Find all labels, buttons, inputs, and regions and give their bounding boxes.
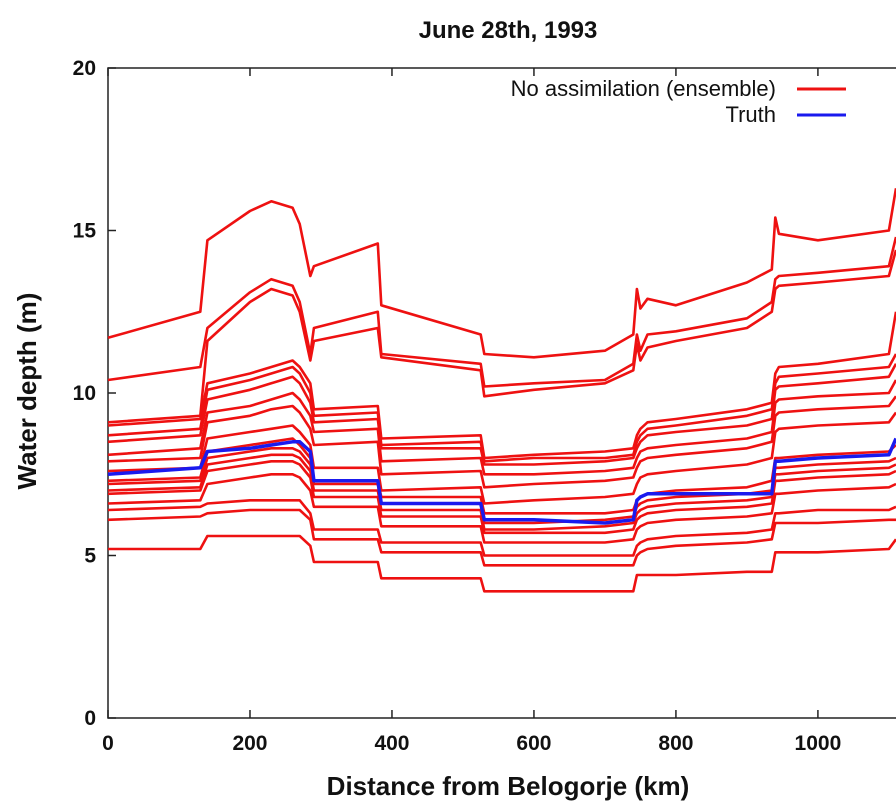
x-tick-label: 0 xyxy=(102,732,114,755)
ensemble-series-line-1 xyxy=(107,188,896,359)
axis-ticks: 0 200 400 600 800 1000 0 5 10 15 20 xyxy=(73,57,842,755)
y-axis-label: Water depth (m) xyxy=(12,293,42,490)
x-tick-label: 1000 xyxy=(795,732,842,755)
ensemble-series-line-9 xyxy=(107,411,896,505)
chart-title: June 28th, 1993 xyxy=(419,17,598,44)
x-tick-label: 400 xyxy=(374,732,409,755)
series-lines xyxy=(107,188,896,593)
y-tick-label: 5 xyxy=(84,545,96,568)
ensemble-series-line-14 xyxy=(107,473,896,544)
x-tick-label: 200 xyxy=(232,732,267,755)
ensemble-series-line-17 xyxy=(108,534,896,593)
ensemble-series-line-8 xyxy=(107,395,896,489)
y-tick-label: 0 xyxy=(84,707,96,730)
ensemble-series-line-6 xyxy=(107,363,896,466)
x-axis-label: Distance from Belogorje (km) xyxy=(327,771,690,801)
y-tick-label: 20 xyxy=(73,57,96,80)
legend-label: No assimilation (ensemble) xyxy=(511,76,776,101)
x-tick-label: 800 xyxy=(658,732,693,755)
ensemble-series-line-2 xyxy=(107,236,896,388)
ensemble-series-line-16 xyxy=(107,508,896,567)
legend-label: Truth xyxy=(725,102,776,127)
truth-series-line xyxy=(107,437,896,525)
y-tick-label: 15 xyxy=(73,220,97,243)
y-tick-label: 10 xyxy=(73,382,96,405)
ensemble-series-line-7 xyxy=(107,379,896,476)
ensemble-series-line-15 xyxy=(107,499,896,557)
ensemble-series-line-3 xyxy=(107,249,896,424)
x-tick-label: 600 xyxy=(516,732,551,755)
legend: No assimilation (ensemble)Truth xyxy=(511,76,846,127)
